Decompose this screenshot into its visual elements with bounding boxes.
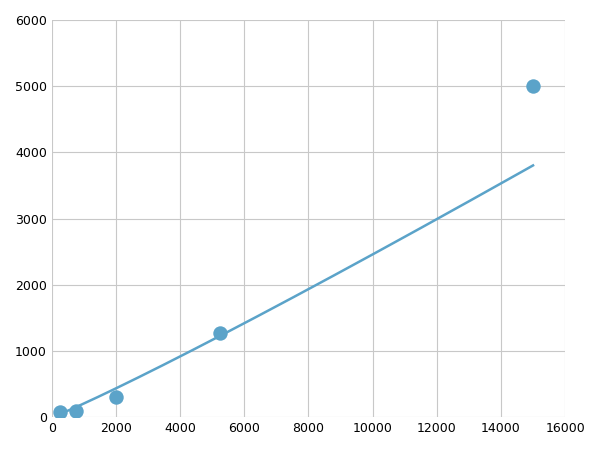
Point — [71, 407, 81, 414]
Point — [215, 329, 225, 336]
Point — [55, 409, 65, 416]
Point — [111, 394, 121, 401]
Point — [528, 83, 538, 90]
